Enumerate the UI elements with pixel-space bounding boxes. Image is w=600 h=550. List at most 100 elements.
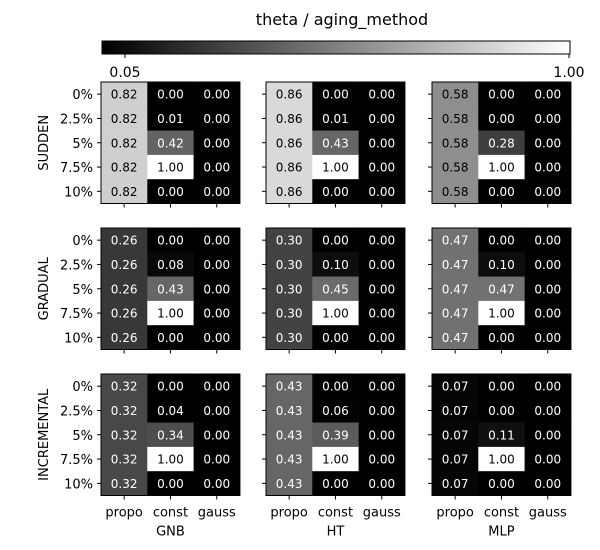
chart-title: theta / aging_method — [256, 10, 428, 30]
heatmap-cell — [101, 106, 148, 131]
heatmap-cell — [358, 179, 406, 204]
cell-value-label: 0.00 — [322, 234, 349, 248]
heatmap-cell — [524, 228, 572, 253]
heatmap-cell — [358, 300, 406, 326]
heatmap-cell — [358, 471, 406, 496]
heatmap-panel-gradual-gnb: 0.26 0.00 0.00 0.26 0.08 0.00 0.26 0.43 0.00 0.26… — [37, 227, 241, 354]
heatmap-cell — [312, 252, 359, 277]
x-tick-label: propo — [105, 506, 143, 521]
heatmap-panel-gradual-ht: 0.30 0.00 0.00 0.30 0.10 0.00 0.30 0.45 0.00 0.30… — [262, 227, 406, 354]
cell-value-label: 0.00 — [534, 112, 561, 126]
cell-value-label: 0.00 — [322, 331, 349, 345]
heatmap-cell — [147, 228, 194, 253]
cell-value-label: 0.82 — [111, 185, 138, 199]
x-tick-label: propo — [436, 506, 474, 521]
heatmap-cell — [266, 325, 313, 350]
x-tick-label: const — [318, 506, 353, 521]
cell-value-label: 0.00 — [368, 112, 395, 126]
cell-value-label: 0.00 — [368, 161, 395, 175]
cell-value-label: 0.00 — [203, 88, 230, 102]
heatmap-cell — [478, 276, 525, 302]
y-tick-label: 2.5% — [60, 404, 93, 419]
cell-value-label: 0.00 — [203, 136, 230, 150]
cell-value-label: 0.47 — [442, 234, 469, 248]
heatmap-cell — [101, 325, 148, 350]
panel-col-label: MLP — [488, 525, 514, 540]
cell-value-label: 0.00 — [322, 380, 349, 394]
cell-value-label: 0.00 — [534, 404, 561, 418]
cell-value-label: 0.08 — [157, 258, 184, 272]
heatmap-cell — [358, 106, 406, 131]
heatmap-cell — [266, 446, 313, 472]
heatmap-cell — [266, 106, 313, 131]
cell-value-label: 0.43 — [157, 282, 184, 296]
heatmap-cell — [524, 106, 572, 131]
cell-value-label: 0.07 — [442, 477, 469, 491]
heatmap-cell — [101, 252, 148, 277]
cell-value-label: 0.00 — [203, 161, 230, 175]
heatmap-cell — [432, 446, 479, 472]
cell-value-label: 0.47 — [442, 258, 469, 272]
cell-value-label: 0.00 — [157, 88, 184, 102]
cell-value-label: 0.43 — [322, 136, 349, 150]
cell-value-label: 0.47 — [488, 282, 515, 296]
colorbar — [101, 40, 571, 55]
heatmap-cell — [312, 471, 359, 496]
heatmap-cell — [478, 82, 525, 107]
heatmap-cell — [432, 422, 479, 448]
cell-value-label: 0.00 — [368, 136, 395, 150]
cell-value-label: 0.00 — [368, 282, 395, 296]
heatmap-cell — [193, 374, 241, 399]
cell-value-label: 0.07 — [442, 380, 469, 394]
heatmap-cell — [266, 374, 313, 399]
heatmap-cell — [101, 374, 148, 399]
cell-value-label: 0.30 — [276, 307, 303, 321]
panel-col-label: GNB — [156, 525, 185, 540]
heatmap-cell — [312, 422, 359, 448]
cell-value-label: 0.43 — [276, 380, 303, 394]
cell-value-label: 0.43 — [276, 404, 303, 418]
heatmap-cell — [147, 446, 194, 472]
heatmap-cell — [478, 252, 525, 277]
heatmap-cell — [312, 446, 359, 472]
y-tick-label: 0% — [72, 88, 93, 103]
cell-value-label: 0.00 — [368, 404, 395, 418]
heatmap-cell — [432, 82, 479, 107]
cell-value-label: 0.43 — [276, 453, 303, 467]
cell-value-label: 0.10 — [488, 258, 515, 272]
cell-value-label: 0.00 — [534, 88, 561, 102]
heatmap-cell — [101, 276, 148, 302]
cell-value-label: 0.00 — [322, 88, 349, 102]
cell-value-label: 0.00 — [203, 112, 230, 126]
cell-value-label: 0.00 — [488, 185, 515, 199]
heatmap-cell — [266, 398, 313, 423]
heatmap-cell — [193, 179, 241, 204]
cell-value-label: 0.47 — [442, 282, 469, 296]
cell-value-label: 0.00 — [534, 428, 561, 442]
cell-value-label: 0.00 — [157, 331, 184, 345]
cell-value-label: 0.00 — [368, 380, 395, 394]
heatmap-cell — [524, 276, 572, 302]
cell-value-label: 0.00 — [488, 234, 515, 248]
cell-value-label: 0.32 — [111, 477, 138, 491]
y-tick-label: 7.5% — [60, 307, 93, 322]
cell-value-label: 0.86 — [276, 88, 303, 102]
cell-value-label: 0.26 — [111, 282, 138, 296]
panel-row-label: INCREMENTAL — [37, 388, 52, 481]
heatmap-cell — [266, 179, 313, 204]
heatmap-cell — [101, 446, 148, 472]
heatmap-cell — [147, 106, 194, 131]
cell-value-label: 0.00 — [203, 428, 230, 442]
cell-value-label: 0.00 — [534, 331, 561, 345]
heatmap-cell — [478, 446, 525, 472]
cell-value-label: 0.42 — [157, 136, 184, 150]
heatmap-cell — [358, 82, 406, 107]
heatmap-cell — [312, 398, 359, 423]
y-tick-label: 0% — [72, 234, 93, 249]
panel-col-label: HT — [327, 525, 345, 540]
cell-value-label: 0.00 — [488, 88, 515, 102]
heatmap-cell — [478, 300, 525, 326]
cell-value-label: 1.00 — [157, 307, 184, 321]
cell-value-label: 0.00 — [322, 185, 349, 199]
heatmap-cell — [266, 130, 313, 156]
